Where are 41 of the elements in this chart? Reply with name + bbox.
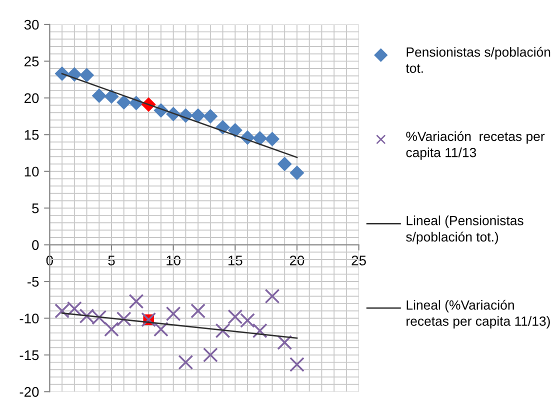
y-tick-label: 25 [24,56,39,66]
point [190,303,206,318]
point [190,108,206,123]
point [290,166,304,180]
point [104,89,119,104]
x-tick-label: 25 [352,256,366,266]
legend-label: Lineal (Pensionistas s/población tot.) [406,216,524,244]
point [54,66,70,81]
point [202,347,218,362]
point [215,323,230,338]
point [104,322,119,337]
point [277,156,292,172]
point [166,306,181,322]
point [153,322,168,337]
point [178,354,194,370]
y-tick-label: 20 [24,93,39,104]
point [277,334,292,350]
y-tick-label: -20 [20,387,39,397]
y-tick-label: 0 [32,240,39,250]
y-tick-label: 15 [24,130,39,140]
y-tick-label: -5 [28,276,39,287]
point [92,88,106,103]
y-tick-label: -10 [20,314,39,324]
y-tick-label: 30 [24,20,39,30]
point [252,323,268,338]
y-tick-label: 10 [24,166,39,177]
point [264,288,280,304]
point [264,132,280,146]
point [252,131,268,146]
point [128,294,144,309]
point [116,311,132,326]
point [79,68,94,82]
legend-label: %Variación recetas per capita 11/13 [406,131,545,160]
y-tick-label: -15 [20,350,39,360]
point [116,95,132,110]
legend-label: Pensionistas s/población tot. [406,46,550,73]
y-tick-label: 5 [32,204,39,214]
point [289,357,304,372]
legend-label: Lineal (%Variación recetas per capita 11/13) [406,300,550,328]
point [203,108,218,124]
point [228,122,242,138]
